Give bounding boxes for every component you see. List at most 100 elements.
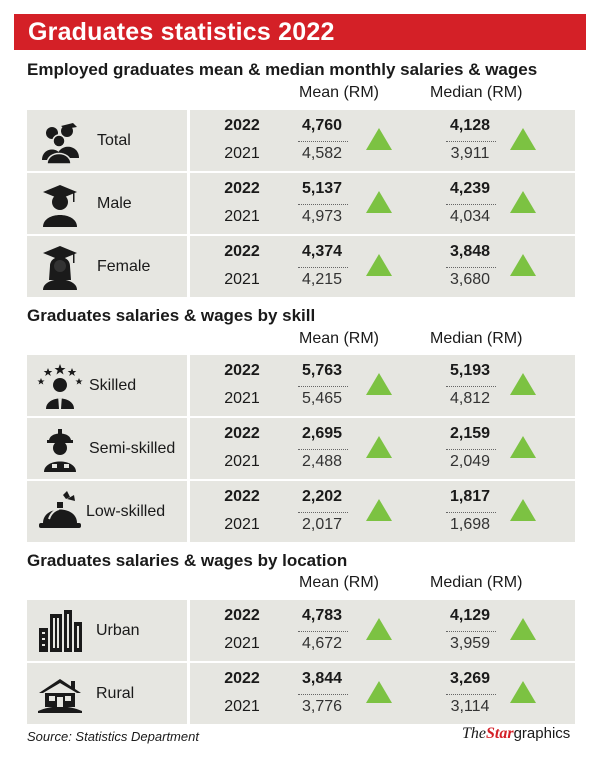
mean-divider — [298, 204, 348, 205]
year-previous: 2021 — [224, 271, 260, 288]
year-current: 2022 — [224, 670, 260, 687]
mean-previous-value: 4,215 — [301, 271, 343, 288]
median-current-value: 4,129 — [449, 607, 491, 624]
median-up-arrow-icon — [510, 499, 536, 521]
mean-previous-value: 2,488 — [301, 453, 343, 470]
year-previous: 2021 — [224, 516, 260, 533]
logo-star: Star — [486, 725, 514, 742]
house-icon — [37, 671, 83, 717]
mean-up-arrow-icon — [366, 373, 392, 395]
row-label-panel: Male — [27, 173, 187, 234]
row-label-panel: Semi-skilled — [27, 418, 187, 479]
mean-current-value: 5,137 — [301, 180, 343, 197]
row-data-panel: 2022 2021 5,763 5,465 5,193 4,812 — [190, 355, 575, 416]
mean-divider — [298, 386, 348, 387]
median-previous-value: 1,698 — [449, 516, 491, 533]
year-current: 2022 — [224, 607, 260, 624]
median-previous-value: 4,812 — [449, 390, 491, 407]
page-title: Graduates statistics 2022 — [14, 14, 586, 50]
hardhat-worker-icon — [37, 426, 83, 472]
row-label-panel: Female — [27, 236, 187, 297]
median-current-value: 1,817 — [449, 488, 491, 505]
row-label-panel: Low-skilled — [27, 481, 187, 542]
median-divider — [446, 386, 496, 387]
median-current-value: 4,239 — [449, 180, 491, 197]
mean-current-value: 2,695 — [301, 425, 343, 442]
mean-divider — [298, 449, 348, 450]
row-label: Skilled — [89, 377, 137, 394]
year-previous: 2021 — [224, 453, 260, 470]
mean-previous-value: 2,017 — [301, 516, 343, 533]
stat-row: Urban 2022 2021 4,783 4,672 4,129 3,959 — [27, 600, 575, 661]
group-of-people-icon — [37, 118, 83, 165]
male-graduate-icon — [37, 181, 83, 227]
median-previous-value: 2,049 — [449, 453, 491, 470]
year-current: 2022 — [224, 117, 260, 134]
year-previous: 2021 — [224, 390, 260, 407]
stat-row: Skilled 2022 2021 5,763 5,465 5,193 4,81… — [27, 355, 575, 416]
median-divider — [446, 512, 496, 513]
median-current-value: 3,269 — [449, 670, 491, 687]
row-label: Male — [97, 195, 132, 212]
stat-row: Rural 2022 2021 3,844 3,776 3,269 3,114 — [27, 663, 575, 724]
section-title-skill: Graduates salaries & wages by skill — [27, 306, 316, 325]
hardhat-icon — [37, 489, 83, 535]
mean-divider — [298, 141, 348, 142]
year-previous: 2021 — [224, 208, 260, 225]
row-data-panel: 2022 2021 4,760 4,582 4,128 3,911 — [190, 110, 575, 171]
row-data-panel: 2022 2021 2,202 2,017 1,817 1,698 — [190, 481, 575, 542]
median-up-arrow-icon — [510, 618, 536, 640]
median-header: Median (RM) — [430, 84, 523, 101]
row-data-panel: 2022 2021 4,374 4,215 3,848 3,680 — [190, 236, 575, 297]
section-title-location: Graduates salaries & wages by location — [27, 551, 348, 570]
row-label: Total — [97, 132, 131, 149]
mean-current-value: 4,760 — [301, 117, 343, 134]
mean-header: Mean (RM) — [299, 330, 380, 347]
row-label: Urban — [96, 622, 140, 639]
year-current: 2022 — [224, 488, 260, 505]
row-label: Low-skilled — [86, 503, 166, 520]
median-up-arrow-icon — [510, 128, 536, 150]
median-header: Median (RM) — [430, 330, 523, 347]
mean-up-arrow-icon — [366, 436, 392, 458]
year-current: 2022 — [224, 243, 260, 260]
row-label-panel: Total — [27, 110, 187, 171]
median-current-value: 2,159 — [449, 425, 491, 442]
stat-row: Low-skilled 2022 2021 2,202 2,017 1,817 … — [27, 481, 575, 542]
mean-divider — [298, 694, 348, 695]
mean-up-arrow-icon — [366, 191, 392, 213]
stat-row: Total 2022 2021 4,760 4,582 4,128 3,911 — [27, 110, 575, 171]
median-divider — [446, 267, 496, 268]
logo-the: The — [462, 725, 486, 742]
row-label-panel: Skilled — [27, 355, 187, 416]
median-header: Median (RM) — [430, 574, 523, 591]
mean-up-arrow-icon — [366, 618, 392, 640]
mean-current-value: 4,783 — [301, 607, 343, 624]
median-divider — [446, 694, 496, 695]
stat-row: Male 2022 2021 5,137 4,973 4,239 4,034 — [27, 173, 575, 234]
mean-current-value: 2,202 — [301, 488, 343, 505]
mean-previous-value: 4,582 — [301, 145, 343, 162]
source-note: Source: Statistics Department — [27, 729, 199, 744]
row-data-panel: 2022 2021 4,783 4,672 4,129 3,959 — [190, 600, 575, 661]
median-up-arrow-icon — [510, 681, 536, 703]
female-graduate-icon — [37, 244, 83, 290]
row-label-panel: Urban — [27, 600, 187, 661]
mean-current-value: 5,763 — [301, 362, 343, 379]
year-current: 2022 — [224, 180, 260, 197]
mean-previous-value: 5,465 — [301, 390, 343, 407]
publisher-logo: TheStargraphics — [462, 725, 570, 743]
median-divider — [446, 141, 496, 142]
year-current: 2022 — [224, 362, 260, 379]
mean-previous-value: 3,776 — [301, 698, 343, 715]
mean-divider — [298, 512, 348, 513]
median-current-value: 4,128 — [449, 117, 491, 134]
row-label-panel: Rural — [27, 663, 187, 724]
mean-up-arrow-icon — [366, 128, 392, 150]
year-previous: 2021 — [224, 145, 260, 162]
median-divider — [446, 449, 496, 450]
median-up-arrow-icon — [510, 436, 536, 458]
skilled-worker-stars-icon — [37, 363, 83, 409]
median-current-value: 3,848 — [449, 243, 491, 260]
row-label: Rural — [96, 685, 135, 702]
